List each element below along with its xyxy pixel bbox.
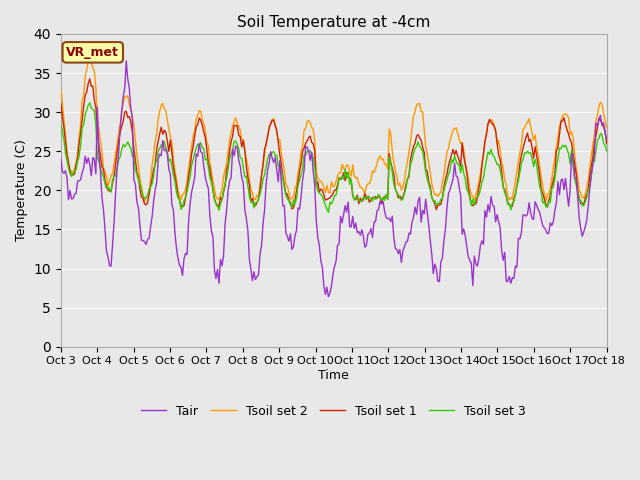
Tair: [324, 294, 332, 300]
Tsoil set 1: [221, 183, 229, 189]
Tsoil set 1: [239, 138, 247, 144]
Tair: [248, 278, 256, 284]
Tsoil set 3: [57, 120, 65, 126]
Tsoil set 2: [86, 57, 93, 62]
Line: Tsoil set 3: Tsoil set 3: [61, 103, 607, 212]
Tsoil set 3: [575, 197, 583, 203]
Line: Tsoil set 2: Tsoil set 2: [61, 60, 607, 202]
Tsoil set 2: [603, 125, 611, 131]
Tsoil set 3: [86, 100, 93, 106]
Tsoil set 1: [86, 76, 93, 82]
Tsoil set 3: [221, 181, 229, 187]
Tsoil set 3: [125, 143, 133, 148]
Tair: [221, 221, 229, 227]
Tsoil set 2: [125, 102, 133, 108]
Tsoil set 2: [297, 149, 305, 155]
Line: Tair: Tair: [61, 61, 607, 297]
Tair: [239, 180, 247, 186]
X-axis label: Time: Time: [318, 369, 349, 382]
Tair: [603, 136, 611, 142]
Tsoil set 2: [248, 190, 256, 196]
Tsoil set 3: [297, 172, 305, 178]
Y-axis label: Temperature (C): Temperature (C): [15, 139, 28, 241]
Tsoil set 3: [603, 148, 611, 154]
Tsoil set 1: [57, 101, 65, 107]
Tsoil set 1: [297, 161, 305, 167]
Tsoil set 2: [57, 86, 65, 92]
Tsoil set 1: [248, 195, 256, 201]
Tsoil set 2: [239, 137, 247, 143]
Tair: [575, 216, 583, 221]
Tsoil set 2: [542, 199, 550, 204]
Line: Tsoil set 1: Tsoil set 1: [61, 79, 607, 209]
Tair: [57, 155, 65, 161]
Tsoil set 3: [239, 165, 247, 170]
Tsoil set 1: [603, 141, 611, 146]
Tair: [122, 58, 130, 64]
Tsoil set 2: [221, 167, 229, 173]
Text: VR_met: VR_met: [67, 46, 119, 59]
Tsoil set 1: [433, 206, 440, 212]
Tsoil set 1: [575, 196, 583, 202]
Tair: [297, 194, 305, 200]
Tsoil set 3: [248, 199, 256, 204]
Legend: Tair, Tsoil set 2, Tsoil set 1, Tsoil set 3: Tair, Tsoil set 2, Tsoil set 1, Tsoil se…: [136, 400, 531, 423]
Tsoil set 1: [125, 114, 133, 120]
Title: Soil Temperature at -4cm: Soil Temperature at -4cm: [237, 15, 431, 30]
Tsoil set 3: [324, 209, 332, 215]
Tair: [125, 85, 133, 91]
Tsoil set 2: [575, 187, 583, 192]
